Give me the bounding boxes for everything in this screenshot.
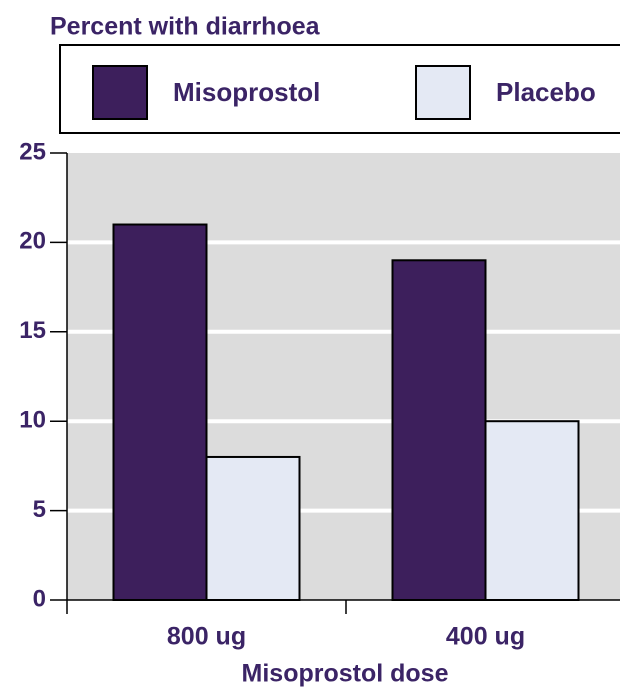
- bar: [484, 420, 580, 602]
- legend-label: Misoprostol: [173, 77, 320, 107]
- legend-label: Placebo: [496, 77, 596, 107]
- y-tick-label: 5: [33, 496, 46, 523]
- bar: [391, 259, 487, 601]
- y-tick-label: 0: [33, 585, 46, 612]
- x-axis-label: Misoprostol dose: [242, 660, 449, 688]
- bar: [112, 223, 208, 602]
- y-tick-label: 10: [19, 407, 46, 434]
- x-tick-label: 400 ug: [446, 623, 525, 651]
- legend-swatch: [415, 65, 471, 120]
- x-tick-label: 800 ug: [167, 623, 246, 651]
- legend-box: [59, 44, 620, 134]
- legend-swatch: [92, 65, 148, 120]
- bar: [205, 455, 301, 601]
- y-tick-label: 25: [19, 138, 46, 165]
- y-tick-label: 20: [19, 228, 46, 255]
- y-tick-label: 15: [19, 317, 46, 344]
- chart-title: Percent with diarrhoea: [50, 13, 321, 41]
